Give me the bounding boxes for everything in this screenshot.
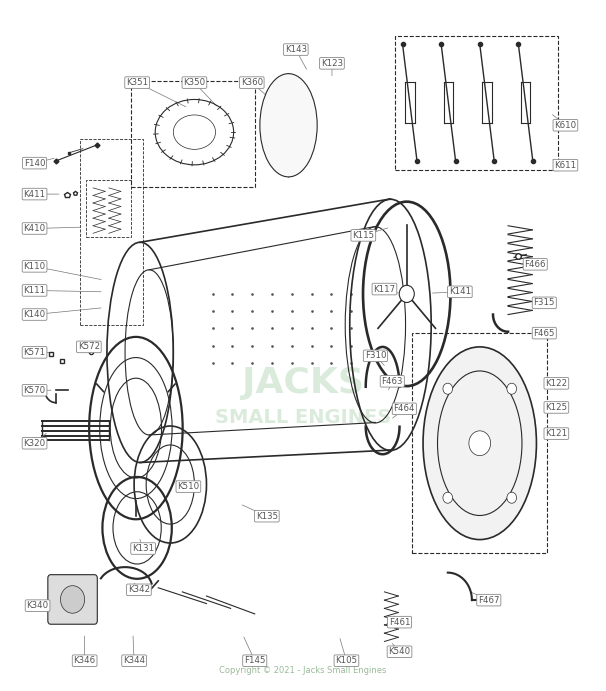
Text: SMALL ENGINES: SMALL ENGINES bbox=[215, 408, 391, 427]
Text: K141: K141 bbox=[449, 287, 471, 296]
Text: K350: K350 bbox=[184, 78, 205, 87]
Text: K346: K346 bbox=[73, 656, 96, 665]
Text: K135: K135 bbox=[256, 511, 278, 521]
Circle shape bbox=[61, 586, 85, 613]
Text: K123: K123 bbox=[321, 59, 343, 68]
Text: K540: K540 bbox=[388, 647, 411, 656]
Text: K572: K572 bbox=[78, 342, 100, 352]
Text: K115: K115 bbox=[352, 231, 375, 240]
Ellipse shape bbox=[399, 285, 415, 303]
Text: K110: K110 bbox=[24, 262, 45, 271]
Text: K410: K410 bbox=[24, 224, 45, 233]
Text: K117: K117 bbox=[373, 285, 396, 294]
Text: F461: F461 bbox=[389, 618, 410, 627]
Text: K360: K360 bbox=[241, 78, 263, 87]
Text: K125: K125 bbox=[545, 403, 567, 412]
Text: F145: F145 bbox=[244, 656, 265, 665]
Circle shape bbox=[443, 384, 453, 395]
Text: K510: K510 bbox=[178, 482, 199, 491]
Text: K122: K122 bbox=[545, 379, 567, 388]
Text: K342: K342 bbox=[128, 585, 150, 594]
Text: K611: K611 bbox=[554, 161, 576, 170]
Text: F466: F466 bbox=[524, 260, 546, 269]
Text: Copyright © 2021 - Jacks Small Engines: Copyright © 2021 - Jacks Small Engines bbox=[219, 666, 387, 675]
Text: K351: K351 bbox=[126, 78, 148, 87]
Text: K140: K140 bbox=[24, 310, 45, 319]
Text: K121: K121 bbox=[545, 429, 567, 438]
Text: K131: K131 bbox=[132, 544, 154, 553]
Text: F463: F463 bbox=[382, 377, 403, 386]
Circle shape bbox=[507, 384, 516, 395]
Text: K320: K320 bbox=[24, 439, 45, 448]
Text: K143: K143 bbox=[285, 45, 307, 54]
Text: JACKS: JACKS bbox=[242, 366, 364, 400]
Text: F465: F465 bbox=[533, 329, 555, 338]
Text: K570: K570 bbox=[24, 386, 45, 395]
FancyBboxPatch shape bbox=[48, 575, 98, 624]
Text: K111: K111 bbox=[24, 286, 45, 295]
Circle shape bbox=[507, 492, 516, 503]
Text: F464: F464 bbox=[393, 404, 415, 413]
Text: F140: F140 bbox=[24, 159, 45, 168]
Ellipse shape bbox=[260, 74, 317, 177]
Text: F315: F315 bbox=[533, 299, 555, 307]
Text: K610: K610 bbox=[554, 121, 576, 130]
Text: K340: K340 bbox=[27, 601, 48, 610]
Text: K411: K411 bbox=[24, 189, 45, 198]
Text: F467: F467 bbox=[478, 596, 499, 605]
Circle shape bbox=[469, 431, 491, 455]
Text: F310: F310 bbox=[365, 351, 386, 360]
Text: K105: K105 bbox=[335, 656, 358, 665]
Ellipse shape bbox=[423, 347, 536, 540]
Circle shape bbox=[443, 492, 453, 503]
Text: K344: K344 bbox=[123, 656, 145, 665]
Text: K571: K571 bbox=[24, 348, 45, 357]
